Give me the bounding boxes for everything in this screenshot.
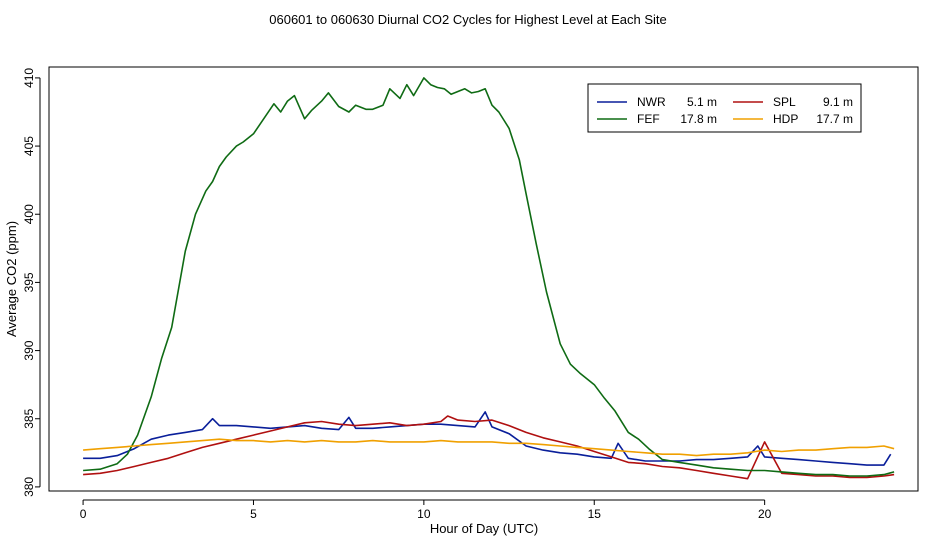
legend-height-nwr: 5.1 m [687, 95, 717, 109]
series-line-nwr [83, 411, 892, 466]
series-line-hdp [83, 438, 895, 457]
y-tick-label: 395 [22, 272, 36, 292]
series-layer [83, 77, 895, 480]
x-tick-label: 0 [80, 507, 87, 521]
x-tick-label: 10 [417, 507, 431, 521]
y-tick-label: 410 [22, 68, 36, 88]
x-tick-label: 20 [758, 507, 772, 521]
legend-name-nwr: NWR [637, 95, 666, 109]
x-tick-label: 5 [250, 507, 257, 521]
legend-box [587, 83, 862, 133]
legend-height-spl: 9.1 m [823, 95, 853, 109]
legend-name-fef: FEF [637, 112, 660, 126]
legend-name-spl: SPL [773, 95, 796, 109]
y-tick-label: 390 [22, 340, 36, 360]
y-tick-label: 400 [22, 204, 36, 224]
y-axis: 380 385 390 395 400 405 410 [22, 68, 41, 497]
y-tick-label: 385 [22, 408, 36, 428]
chart-title: 060601 to 060630 Diurnal CO2 Cycles for … [269, 12, 666, 27]
series-line-fef [83, 77, 895, 477]
legend-height-hdp: 17.7 m [816, 112, 853, 126]
x-axis-label: Hour of Day (UTC) [430, 521, 538, 536]
x-axis: 0 5 10 15 20 [80, 499, 772, 521]
y-tick-label: 405 [22, 136, 36, 156]
legend-name-hdp: HDP [773, 112, 798, 126]
legend: NWR 5.1 m SPL 9.1 m FEF 17.8 m HDP 17.7 m [587, 83, 862, 133]
y-tick-label: 380 [22, 477, 36, 497]
plot-frame [48, 66, 919, 492]
y-axis-label: Average CO2 (ppm) [4, 221, 19, 337]
series-line-spl [83, 415, 895, 480]
x-tick-label: 15 [588, 507, 602, 521]
legend-height-fef: 17.8 m [680, 112, 717, 126]
